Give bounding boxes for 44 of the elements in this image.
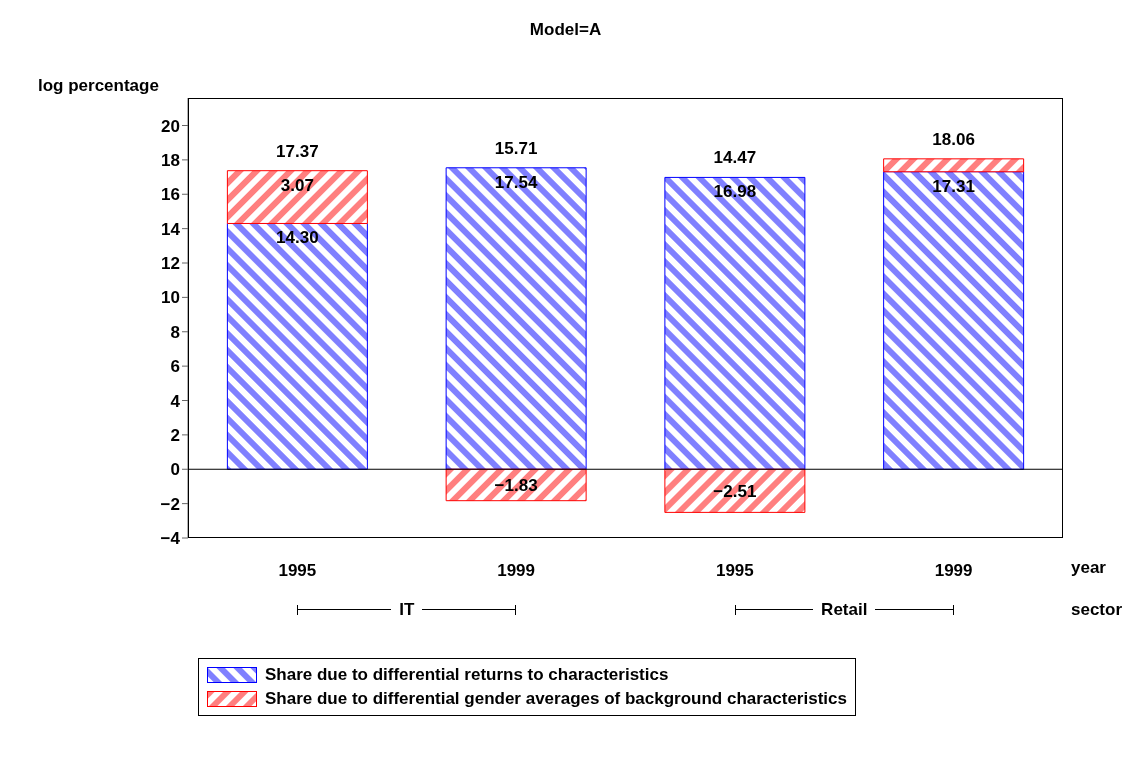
data-label: −1.83 (494, 475, 538, 495)
total-label: 15.71 (494, 138, 538, 158)
y-tick-label: 0 (170, 460, 180, 480)
x-tick-label: 1995 (715, 561, 754, 581)
x-tick-label: 1999 (934, 561, 973, 581)
y-axis-title: log percentage (38, 76, 159, 96)
y-tick-label: 6 (170, 357, 180, 377)
y-tick-label: 12 (161, 254, 180, 274)
y-tick-label: 18 (161, 150, 180, 170)
y-tick-label: 10 (161, 288, 180, 308)
legend-label: Share due to differential returns to characteristics (265, 665, 669, 685)
data-label: 14.30 (276, 228, 319, 248)
x-axis-title: year (1071, 558, 1106, 578)
bar (226, 222, 368, 470)
y-tick-label: −2 (160, 494, 180, 514)
bar (445, 167, 587, 470)
y-tick-label: 4 (170, 391, 181, 411)
y-tick-label: 14 (161, 219, 181, 239)
bar (883, 171, 1025, 470)
x-tick-label: 1995 (278, 561, 317, 581)
text: IT (399, 600, 415, 620)
y-tick-label: 20 (161, 116, 180, 136)
y-tick-label: 16 (161, 185, 180, 205)
total-label: 17.37 (276, 141, 319, 161)
y-tick-label: −4 (160, 529, 181, 549)
total-label: 14.47 (713, 148, 757, 168)
y-tick-label: 2 (170, 425, 180, 445)
bar (226, 170, 368, 224)
bar (445, 468, 587, 502)
data-label: 17.31 (932, 176, 975, 196)
legend-label: Share due to differential gender averages of background characteristics (265, 689, 847, 709)
data-label: 16.98 (713, 182, 757, 202)
text: sector (1071, 599, 1123, 621)
y-tick-label: 8 (170, 322, 180, 342)
chart-title: Model=A (528, 20, 603, 40)
data-label: 17.54 (494, 172, 538, 192)
bar (664, 176, 806, 470)
text: Retail (821, 600, 868, 620)
data-label: 3.07 (280, 175, 314, 195)
total-label: 18.06 (932, 129, 975, 149)
x-tick-label: 1999 (497, 561, 536, 581)
bar (883, 158, 1025, 173)
bar (664, 468, 806, 513)
data-label: −2.51 (713, 481, 757, 501)
